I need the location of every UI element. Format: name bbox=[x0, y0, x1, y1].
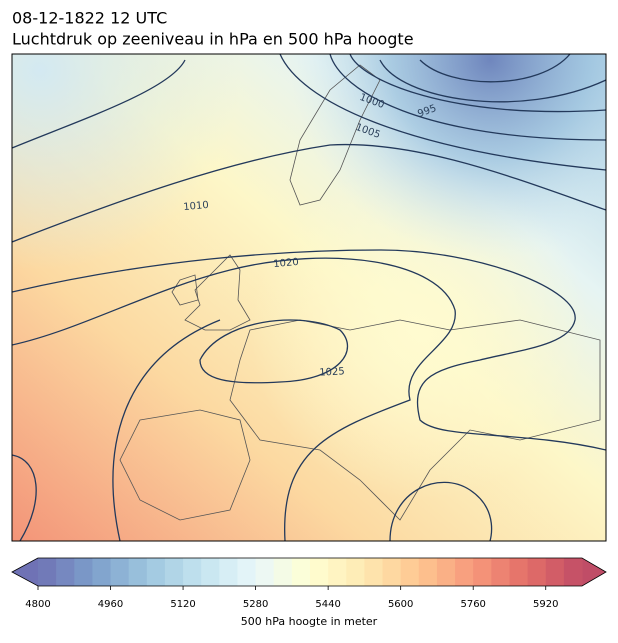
colorbar-extend-min bbox=[12, 558, 38, 586]
colorbar-segment bbox=[545, 558, 565, 586]
colorbar-outline bbox=[11, 557, 607, 587]
colorbar-segment bbox=[273, 558, 293, 586]
colorbar-segment bbox=[563, 558, 583, 586]
colorbar-segment bbox=[201, 558, 220, 586]
colorbar-segment bbox=[364, 558, 384, 586]
colorbar-segment bbox=[146, 558, 166, 586]
isobar bbox=[112, 319, 221, 541]
colorbar-segment bbox=[56, 558, 75, 586]
coastline bbox=[289, 64, 381, 206]
colorbar-segment bbox=[400, 558, 420, 586]
colorbar-tick-label: 5120 bbox=[170, 599, 195, 610]
colorbar-segment bbox=[509, 558, 529, 586]
map-frame bbox=[11, 53, 607, 542]
title-date: 08-12-1822 12 UTC bbox=[12, 9, 167, 28]
coastline bbox=[119, 409, 251, 521]
isobar bbox=[12, 59, 186, 149]
colorbar-segment bbox=[346, 558, 365, 586]
colorbar-segment bbox=[310, 558, 329, 586]
isobar bbox=[329, 54, 606, 141]
colorbar-segment bbox=[183, 558, 202, 586]
colorbar-segment bbox=[219, 558, 238, 586]
colorbar-tick-label: 4800 bbox=[25, 599, 50, 610]
colorbar-segment bbox=[328, 558, 347, 586]
colorbar-segment bbox=[382, 558, 402, 586]
isobar bbox=[279, 54, 606, 171]
coastline bbox=[171, 274, 199, 306]
colorbar-segment bbox=[473, 558, 492, 586]
isobar bbox=[379, 59, 606, 103]
contour-label: 1025 bbox=[319, 366, 345, 378]
title-description: Luchtdruk op zeeniveau in hPa en 500 hPa… bbox=[12, 30, 414, 49]
isobar bbox=[349, 54, 606, 113]
height-field bbox=[12, 54, 606, 541]
colorbar-segment bbox=[74, 558, 93, 586]
colorbar-segment bbox=[128, 558, 148, 586]
colorbar-extend-max bbox=[582, 558, 606, 586]
colorbar-segment bbox=[436, 558, 456, 586]
colorbar-segment bbox=[291, 558, 311, 586]
colorbar-tick-label: 5920 bbox=[533, 599, 558, 610]
contour-label: 1010 bbox=[183, 200, 209, 213]
colorbar-tick-label: 5600 bbox=[388, 599, 413, 610]
isobars bbox=[12, 54, 606, 541]
isobar bbox=[419, 54, 571, 83]
isobar bbox=[199, 319, 349, 384]
isobar bbox=[12, 249, 606, 451]
colorbar-tick-label: 5280 bbox=[243, 599, 268, 610]
colorbar-segment bbox=[527, 558, 547, 586]
colorbar-segment bbox=[491, 558, 510, 586]
colorbar-segment bbox=[237, 558, 257, 586]
colorbar-segment bbox=[110, 558, 130, 586]
colorbar-segment bbox=[92, 558, 112, 586]
colorbar-segment bbox=[38, 558, 57, 586]
contour-label: 1020 bbox=[273, 257, 299, 270]
colorbar-segment bbox=[455, 558, 474, 586]
colorbar-tick-label: 5760 bbox=[460, 599, 485, 610]
colorbar: 4800 4960 5120 5280 5440 5600 5760 5920 bbox=[11, 557, 607, 610]
colorbar-tick-label: 5440 bbox=[315, 599, 340, 610]
colorbar-segment bbox=[164, 558, 184, 586]
colorbar-label: 500 hPa hoogte in meter bbox=[241, 615, 378, 628]
isobar bbox=[389, 481, 493, 541]
colorbar-segment bbox=[255, 558, 275, 586]
colorbar-segment bbox=[418, 558, 438, 586]
isobar bbox=[12, 143, 606, 243]
isobar bbox=[12, 454, 37, 541]
colorbar-tick-label: 4960 bbox=[98, 599, 123, 610]
isobar bbox=[12, 257, 456, 541]
